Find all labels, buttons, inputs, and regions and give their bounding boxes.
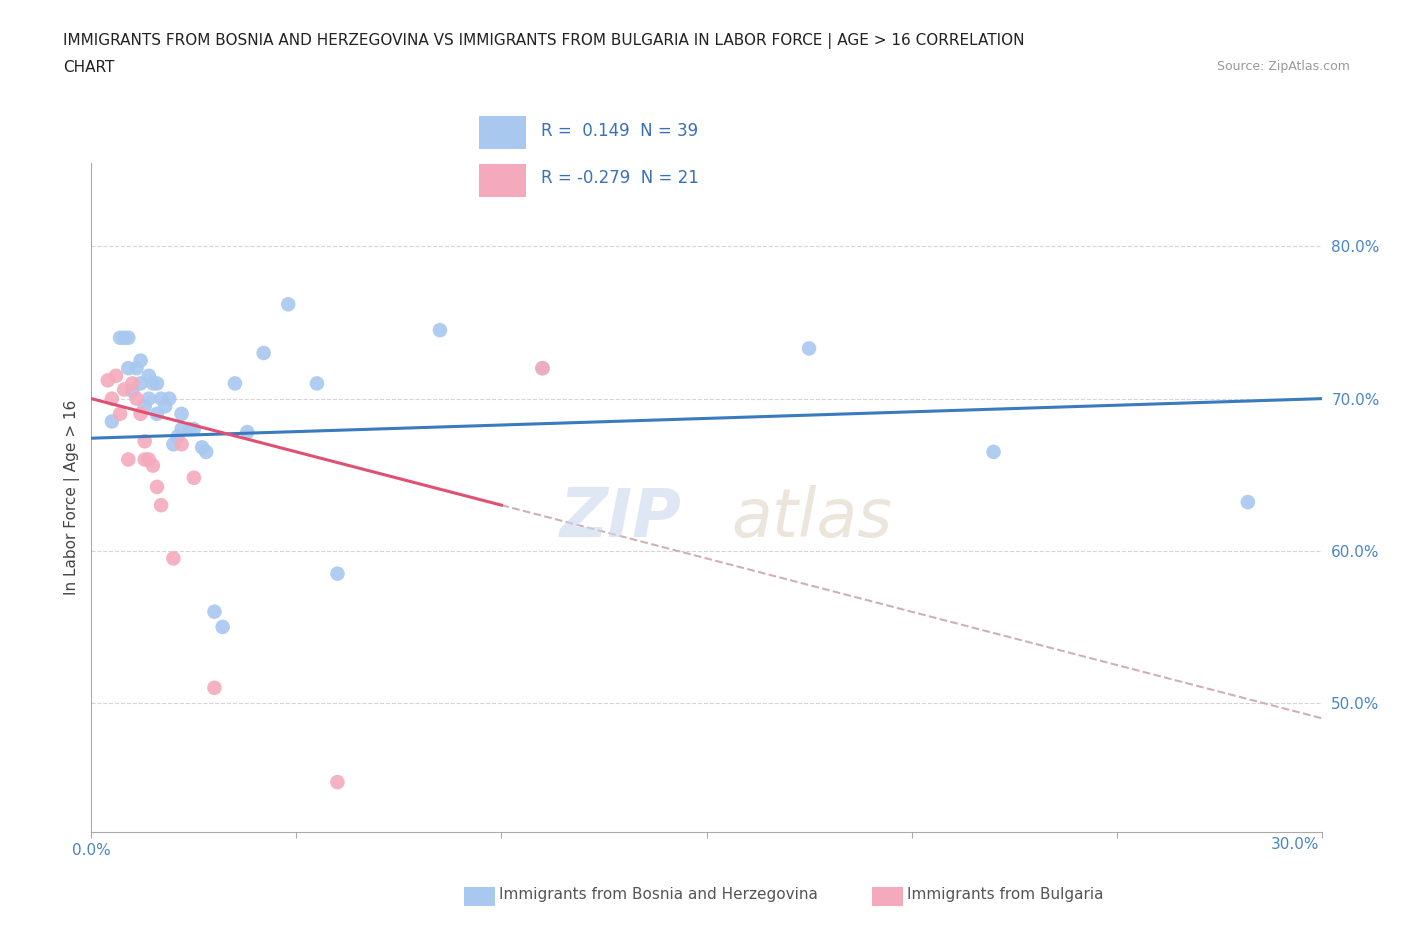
Text: IMMIGRANTS FROM BOSNIA AND HERZEGOVINA VS IMMIGRANTS FROM BULGARIA IN LABOR FORC: IMMIGRANTS FROM BOSNIA AND HERZEGOVINA V… — [63, 33, 1025, 48]
Point — [170, 421, 193, 436]
Point — [183, 421, 205, 436]
FancyBboxPatch shape — [478, 115, 526, 149]
Point — [108, 406, 131, 421]
Point — [170, 406, 193, 421]
Point — [138, 392, 160, 406]
Point — [531, 361, 554, 376]
Point — [253, 346, 276, 361]
Point — [531, 361, 554, 376]
Point — [129, 406, 152, 421]
Point — [195, 445, 218, 459]
Point — [146, 406, 169, 421]
Text: Immigrants from Bulgaria: Immigrants from Bulgaria — [907, 887, 1104, 902]
Point — [305, 376, 328, 391]
Point — [117, 452, 139, 467]
Point — [134, 452, 156, 467]
Point — [183, 471, 205, 485]
Point — [101, 392, 124, 406]
Point — [150, 498, 173, 512]
Point — [105, 368, 127, 383]
Point — [146, 480, 169, 495]
Point — [117, 330, 139, 345]
Point — [134, 399, 156, 414]
Point — [134, 433, 156, 448]
Point — [112, 382, 135, 397]
Point — [170, 437, 193, 452]
Point — [125, 392, 148, 406]
Point — [112, 330, 135, 345]
Point — [108, 330, 131, 345]
FancyBboxPatch shape — [478, 164, 526, 197]
Point — [983, 445, 1005, 459]
Point — [224, 376, 246, 391]
Point — [179, 421, 201, 436]
Text: R = -0.279  N = 21: R = -0.279 N = 21 — [541, 169, 699, 187]
Point — [142, 458, 165, 473]
Point — [117, 361, 139, 376]
Point — [1237, 495, 1260, 510]
Point — [326, 775, 349, 790]
Point — [125, 361, 148, 376]
Point — [121, 376, 143, 391]
Point — [101, 414, 124, 429]
Point — [150, 392, 173, 406]
Text: Immigrants from Bosnia and Herzegovina: Immigrants from Bosnia and Herzegovina — [499, 887, 818, 902]
Point — [146, 376, 169, 391]
Point — [162, 551, 184, 565]
Y-axis label: In Labor Force | Age > 16: In Labor Force | Age > 16 — [65, 400, 80, 595]
Point — [326, 566, 349, 581]
Text: 30.0%: 30.0% — [1271, 837, 1319, 852]
Text: Source: ZipAtlas.com: Source: ZipAtlas.com — [1216, 60, 1350, 73]
Point — [277, 297, 299, 312]
Point — [138, 368, 160, 383]
Point — [142, 376, 165, 391]
Point — [797, 341, 820, 356]
Point — [157, 392, 180, 406]
Point — [202, 681, 225, 696]
Point — [211, 619, 233, 634]
Point — [191, 440, 214, 455]
Point — [162, 437, 184, 452]
Point — [236, 425, 259, 440]
Point — [129, 353, 152, 368]
Text: CHART: CHART — [63, 60, 115, 75]
Point — [138, 452, 160, 467]
Text: R =  0.149  N = 39: R = 0.149 N = 39 — [541, 123, 697, 140]
Point — [166, 430, 188, 445]
Text: ZIP: ZIP — [560, 485, 682, 551]
Text: atlas: atlas — [731, 485, 893, 551]
Point — [202, 604, 225, 619]
Point — [97, 373, 120, 388]
Point — [153, 399, 177, 414]
Point — [121, 383, 143, 398]
Point — [429, 323, 451, 338]
Point — [129, 376, 152, 391]
